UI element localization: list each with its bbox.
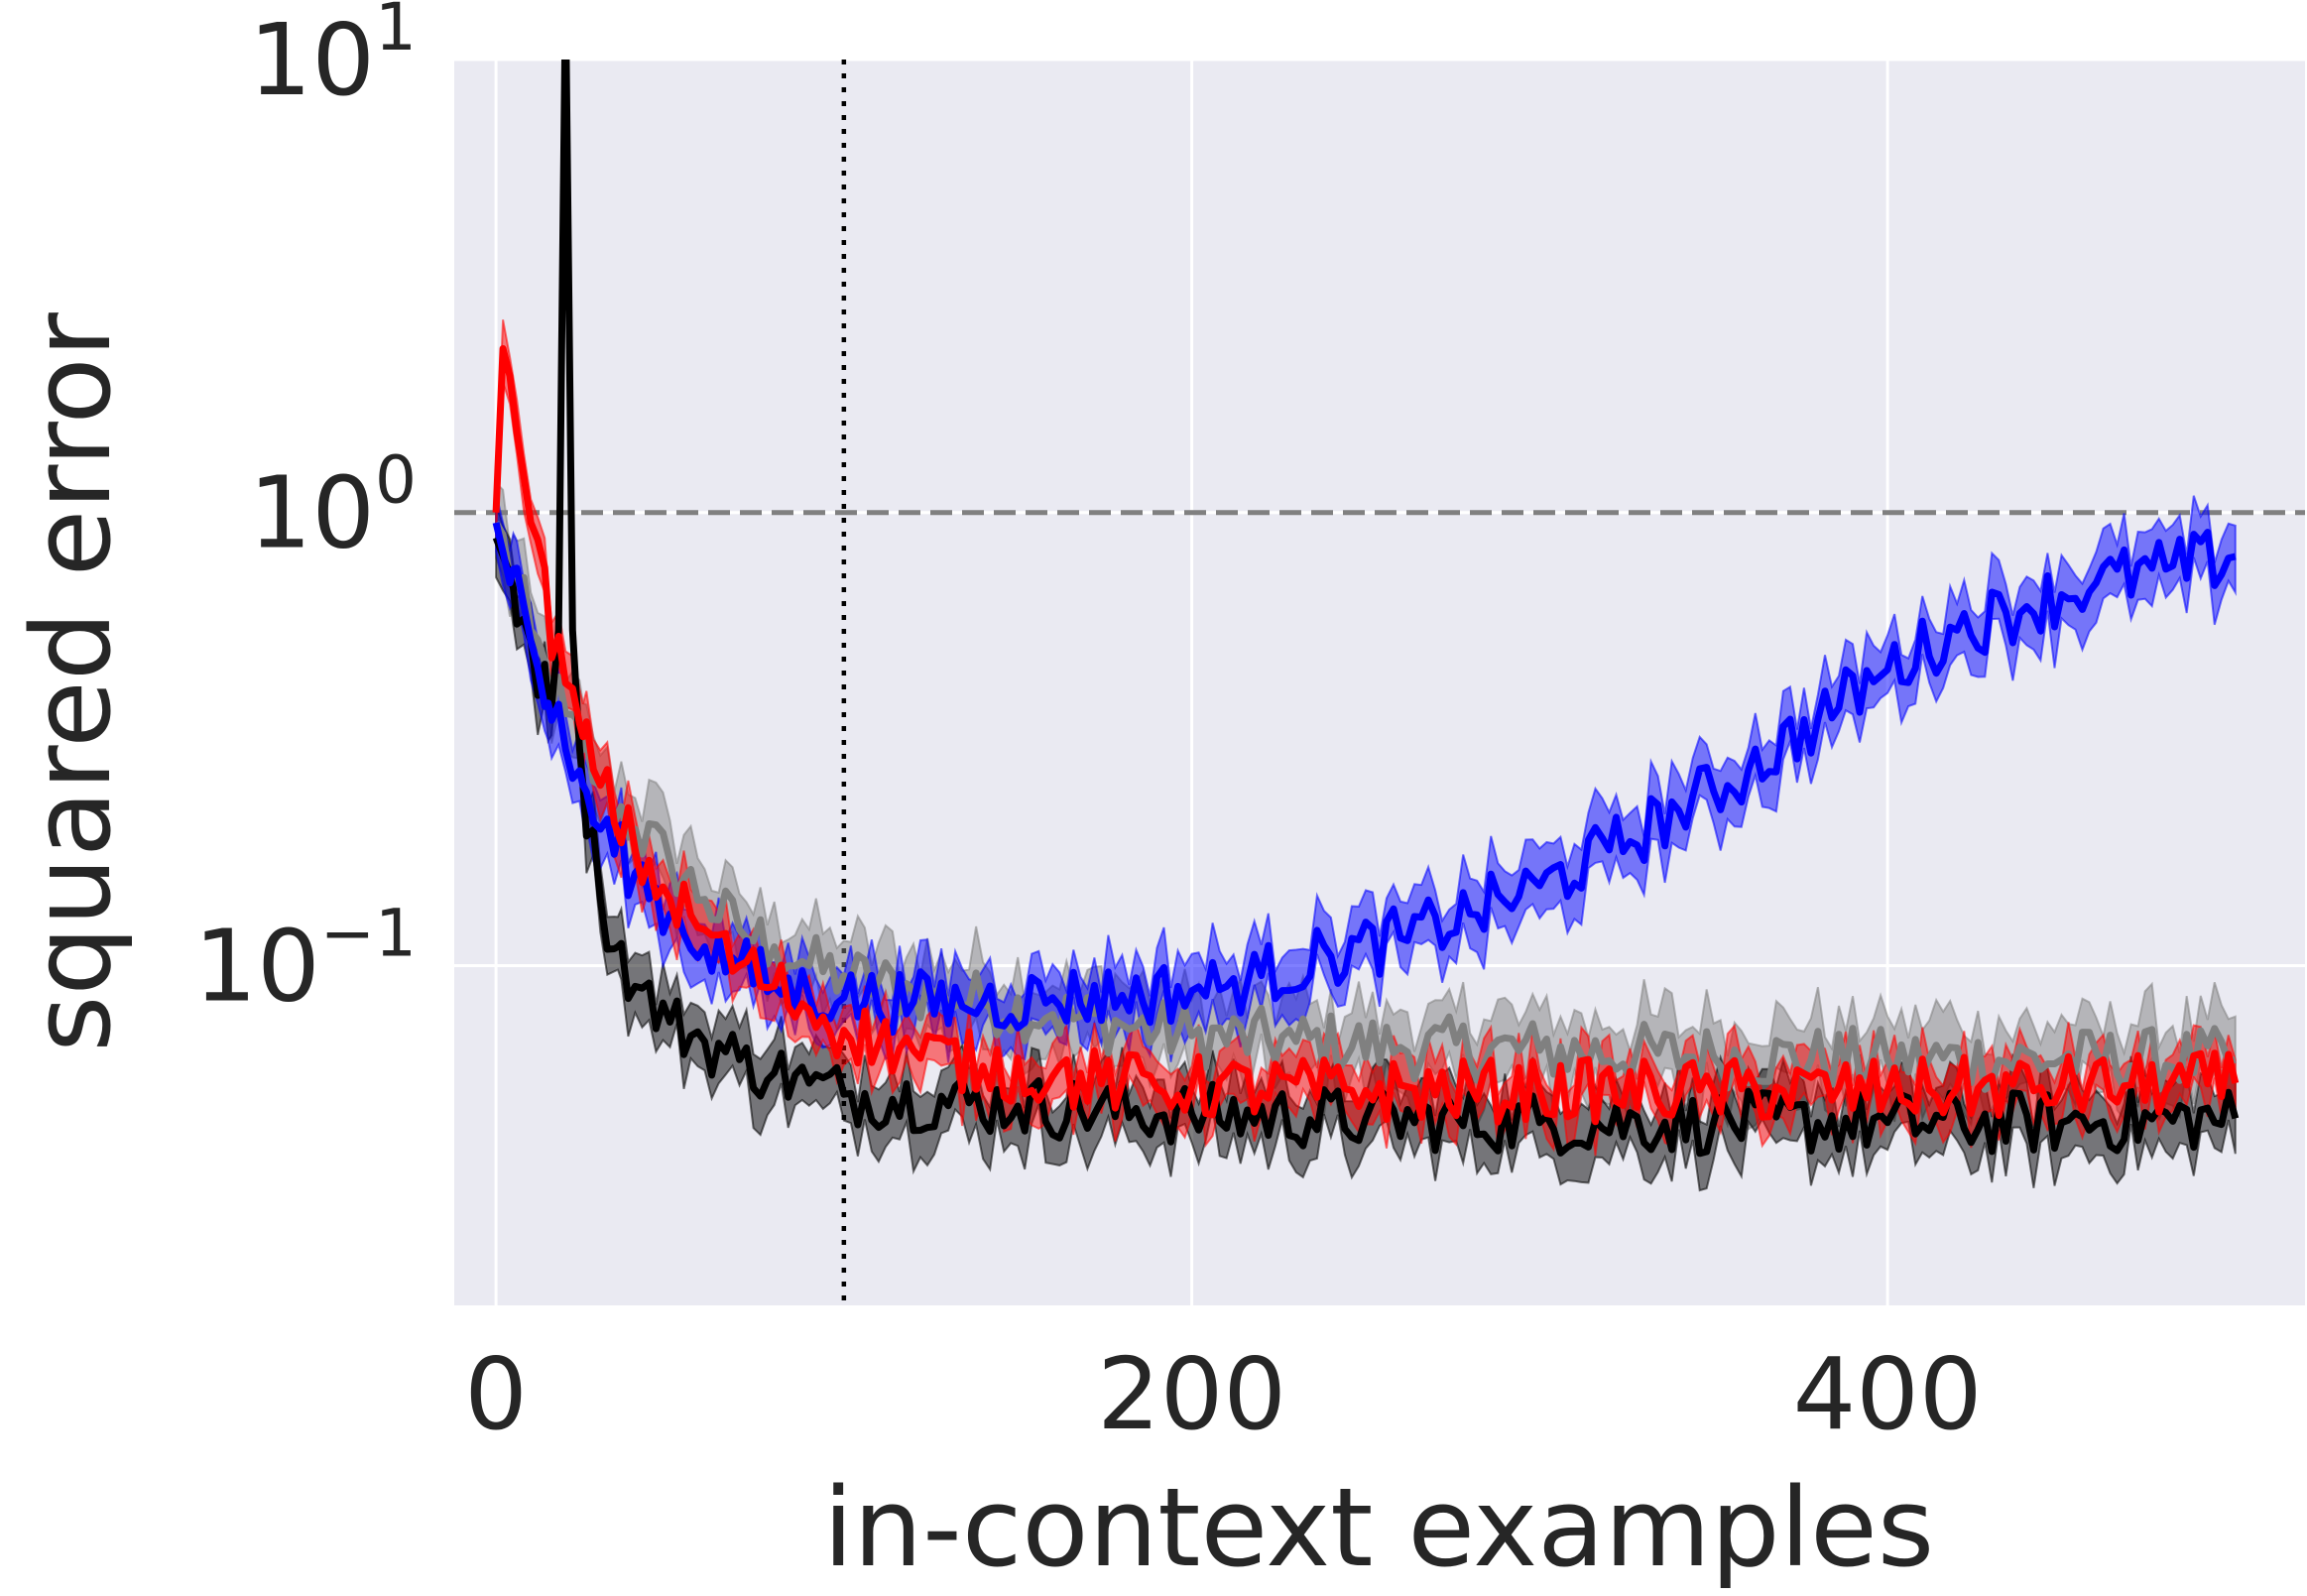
series-line-3	[492, 345, 2240, 1126]
y-tick-label: 100	[249, 442, 417, 571]
x-tick-labels: 0 200 400	[464, 1336, 1982, 1452]
y-tick-labels: 101 100 10−1	[193, 0, 417, 1024]
reference-lines	[454, 60, 2305, 1305]
y-axis-label: squared error	[8, 311, 135, 1052]
series-line-0	[493, 521, 2237, 1093]
x-tick-label: 400	[1793, 1336, 1983, 1452]
series-lines	[492, 60, 2240, 1158]
x-tick-label: 0	[464, 1336, 528, 1452]
y-tick-label: 10−1	[193, 895, 417, 1024]
series-line-1	[492, 60, 2240, 1158]
y-tick-label: 101	[249, 0, 417, 118]
series-band-1	[495, 60, 2237, 1192]
x-tick-label: 200	[1097, 1336, 1286, 1452]
x-axis-label: in-context examples	[823, 1464, 1934, 1591]
